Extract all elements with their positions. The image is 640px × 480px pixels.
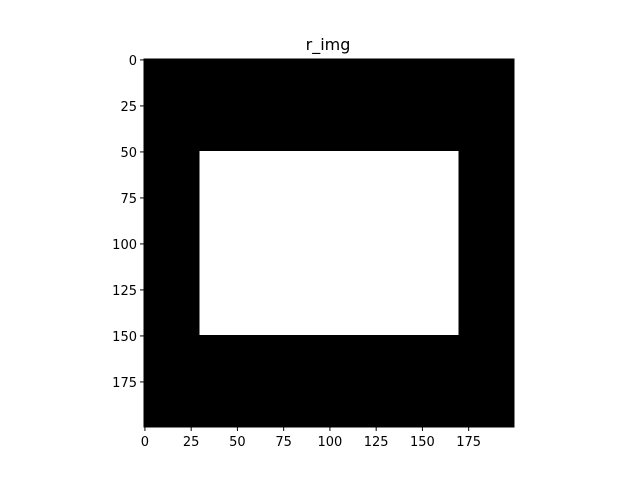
x-tick-label: 50	[229, 435, 246, 450]
y-tick-label: 75	[120, 192, 137, 207]
x-tick-label: 150	[410, 435, 435, 450]
x-tick-label: 175	[456, 435, 481, 450]
image-region-rectangle	[199, 151, 459, 335]
x-tick-label: 125	[364, 435, 389, 450]
axes-frame	[143, 58, 515, 428]
x-tick-label: 75	[275, 435, 292, 450]
y-tick-label: 150	[112, 330, 137, 345]
y-tick-label: 25	[120, 100, 137, 115]
plot-area: 0 25 50 75 100 125 150 175 0 25 50 75 100 125 150 175	[112, 54, 515, 450]
y-tick-label: 100	[112, 238, 137, 253]
x-tick-label: 100	[318, 435, 343, 450]
y-tick-label: 175	[112, 376, 137, 391]
x-tick-label: 0	[141, 435, 149, 450]
x-tick-label: 25	[183, 435, 200, 450]
y-tick-label: 0	[129, 54, 137, 69]
chart-title: r_img	[306, 35, 351, 55]
y-tick-label: 50	[120, 146, 137, 161]
y-tick-label: 125	[112, 284, 137, 299]
